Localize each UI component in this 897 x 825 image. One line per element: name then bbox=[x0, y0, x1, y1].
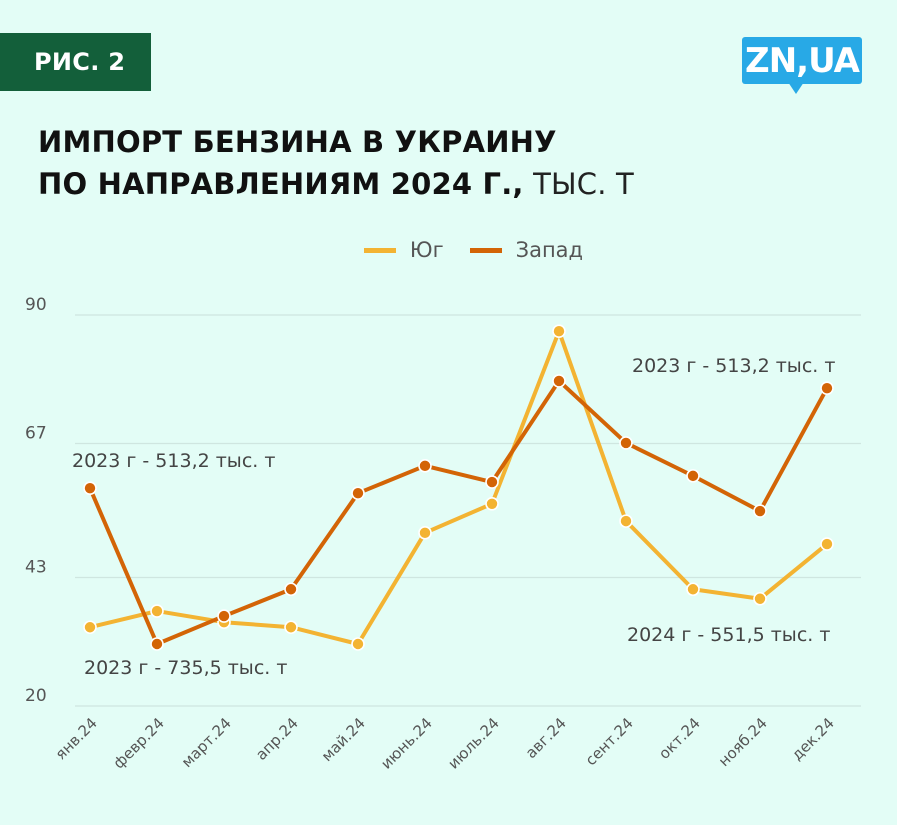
data-point[interactable] bbox=[485, 475, 499, 489]
legend-item-west[interactable]: Запад bbox=[469, 238, 584, 262]
data-point[interactable] bbox=[351, 637, 365, 651]
data-point[interactable] bbox=[150, 637, 164, 651]
x-tick-label: февр.24 bbox=[110, 714, 168, 772]
x-axis-labels: янв.24 февр.24 март.24 апр.24 май.24 июнь.24 и… bbox=[52, 714, 838, 773]
chart-title: ИМПОРТ БЕНЗИНА В УКРАИНУ ПО НАПРАВЛЕНИЯМ… bbox=[38, 121, 838, 205]
legend-swatch-west-icon bbox=[469, 247, 502, 253]
data-point[interactable] bbox=[619, 436, 633, 450]
data-point[interactable] bbox=[150, 604, 164, 618]
x-tick-label: сент.24 bbox=[582, 714, 637, 769]
y-tick-label: 67 bbox=[25, 423, 47, 443]
data-point[interactable] bbox=[351, 486, 365, 500]
x-tick-label: апр.24 bbox=[252, 714, 302, 764]
legend-label-west: Запад bbox=[515, 238, 584, 262]
legend-label-south: Юг bbox=[409, 238, 444, 262]
x-tick-label: янв.24 bbox=[52, 714, 101, 763]
title-unit: ТЫС. Т bbox=[523, 167, 634, 201]
x-tick-label: дек.24 bbox=[788, 714, 838, 764]
data-point[interactable] bbox=[83, 620, 97, 635]
legend-item-south[interactable]: Юг bbox=[363, 238, 444, 262]
series-west bbox=[83, 374, 834, 651]
data-point[interactable] bbox=[552, 324, 566, 338]
annotation-label: 2023 г - 735,5 тыс. т bbox=[84, 657, 287, 679]
x-tick-label: окт.24 bbox=[655, 714, 704, 763]
data-point[interactable] bbox=[284, 582, 298, 597]
annotation-label: 2023 г - 513,2 тыс. т bbox=[632, 355, 835, 377]
title-line-2: ПО НАПРАВЛЕНИЯМ 2024 Г., ТЫС. Т bbox=[38, 163, 838, 205]
data-point[interactable] bbox=[284, 620, 298, 635]
x-tick-label: март.24 bbox=[178, 714, 235, 771]
x-tick-label: май.24 bbox=[318, 714, 369, 765]
logo-speech-tail-icon bbox=[788, 82, 804, 94]
series-line bbox=[88, 378, 829, 646]
data-point[interactable] bbox=[418, 459, 432, 473]
legend-swatch-south-icon bbox=[363, 247, 396, 253]
chart-gridlines bbox=[75, 314, 861, 707]
x-tick-label: июль.24 bbox=[444, 714, 502, 772]
data-point[interactable] bbox=[552, 374, 566, 388]
chart-legend: Юг Запад bbox=[0, 238, 897, 262]
data-point[interactable] bbox=[418, 526, 432, 540]
data-point[interactable] bbox=[83, 481, 97, 495]
data-point[interactable] bbox=[753, 504, 767, 518]
title-line-2-bold: ПО НАПРАВЛЕНИЯМ 2024 Г., bbox=[38, 167, 524, 201]
data-point[interactable] bbox=[686, 469, 700, 483]
y-tick-label: 90 bbox=[25, 295, 47, 315]
y-tick-label: 43 bbox=[25, 558, 47, 578]
x-tick-label: нояб.24 bbox=[715, 714, 771, 770]
title-line-1: ИМПОРТ БЕНЗИНА В УКРАИНУ bbox=[38, 125, 557, 159]
x-tick-label: июнь.24 bbox=[377, 714, 436, 773]
data-point[interactable] bbox=[686, 582, 700, 597]
data-point[interactable] bbox=[217, 609, 231, 623]
zn-ua-logo[interactable]: ZN,UA bbox=[742, 37, 862, 84]
chart-annotations: 2023 г - 513,2 тыс. т 2023 г - 735,5 тыс.… bbox=[72, 355, 835, 679]
data-point[interactable] bbox=[619, 514, 633, 528]
data-point[interactable] bbox=[820, 381, 834, 395]
data-point[interactable] bbox=[485, 496, 499, 511]
x-tick-label: авг.24 bbox=[522, 714, 570, 762]
annotation-label: 2024 г - 551,5 тыс. т bbox=[627, 624, 830, 646]
figure-badge: РИС. 2 bbox=[0, 33, 151, 91]
annotation-label: 2023 г - 513,2 тыс. т bbox=[72, 450, 275, 472]
data-point[interactable] bbox=[753, 591, 767, 606]
y-tick-label: 20 bbox=[25, 686, 47, 706]
data-point[interactable] bbox=[820, 537, 834, 551]
chart-series bbox=[83, 324, 834, 651]
y-axis-labels: 20 43 67 90 bbox=[25, 295, 47, 706]
